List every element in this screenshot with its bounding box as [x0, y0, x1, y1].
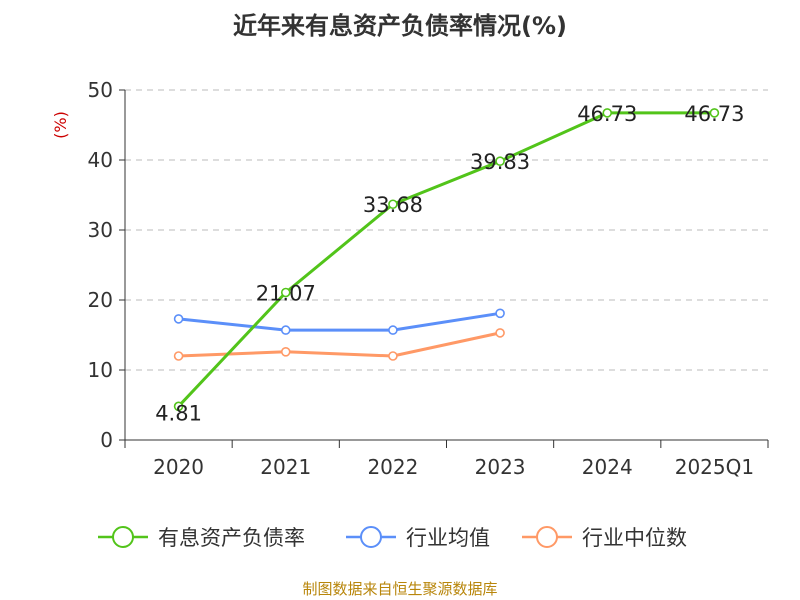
y-tick-label: 30 — [88, 218, 113, 242]
data-label: 46.73 — [577, 102, 637, 126]
data-point[interactable] — [495, 156, 505, 166]
data-point[interactable] — [388, 351, 398, 361]
data-point[interactable] — [602, 108, 613, 118]
x-tick-label: 2020 — [153, 455, 204, 479]
x-tick-label: 2024 — [582, 455, 633, 479]
series-line — [178, 311, 501, 332]
source-note: 制图数据来自恒生聚源数据库 — [302, 580, 497, 598]
x-tick-label: 2022 — [367, 455, 418, 479]
x-tick-label: 2021 — [260, 455, 311, 479]
data-labels: 4.81 21.07 33.68 39.83 46.73 46.73 — [155, 102, 744, 425]
series-1 — [173, 108, 720, 412]
gridlines — [125, 89, 768, 371]
data-point[interactable] — [280, 287, 291, 298]
legend-swatch-marker — [536, 526, 558, 548]
data-point[interactable] — [495, 328, 505, 338]
y-tick-label: 10 — [88, 358, 113, 382]
series-2 — [173, 308, 505, 335]
data-label: 39.83 — [470, 150, 530, 174]
data-label: 21.07 — [256, 282, 316, 306]
data-point[interactable] — [280, 346, 291, 357]
legend: 有息资产负债率 行业均值 行业中位数 — [98, 526, 687, 550]
data-label: 4.81 — [155, 401, 202, 425]
y-tick-label: 50 — [88, 78, 113, 102]
y-axis-unit: (%) — [51, 111, 70, 139]
series-line — [178, 331, 501, 358]
data-point[interactable] — [280, 325, 291, 335]
y-tick-label: 20 — [88, 288, 113, 312]
data-point[interactable] — [709, 108, 720, 118]
data-point[interactable] — [388, 199, 398, 210]
data-label: 46.73 — [684, 102, 744, 126]
legend-item[interactable]: 行业均值 — [346, 526, 490, 550]
legend-swatch-marker — [360, 526, 382, 548]
series-3 — [173, 328, 505, 361]
data-point[interactable] — [173, 351, 184, 361]
legend-item[interactable]: 有息资产负债率 — [98, 526, 305, 550]
legend-label: 行业中位数 — [582, 526, 687, 550]
y-tick-label: 0 — [100, 428, 113, 452]
data-label: 33.68 — [363, 193, 423, 217]
data-point[interactable] — [173, 314, 184, 324]
x-tick-label: 2025Q1 — [675, 455, 754, 479]
legend-label: 有息资产负债率 — [158, 526, 305, 550]
chart-title: 近年来有息资产负债率情况(%) — [233, 12, 567, 40]
data-point[interactable] — [388, 325, 398, 335]
legend-item[interactable]: 行业中位数 — [522, 526, 687, 550]
series-layer — [173, 108, 720, 412]
axes: 0 10 20 30 40 50 2020 2021 2022 2023 2024 2025Q1 — [88, 78, 769, 479]
data-point[interactable] — [495, 308, 505, 319]
series-line — [177, 111, 715, 408]
data-point[interactable] — [173, 401, 184, 412]
y-tick-label: 40 — [88, 148, 113, 172]
x-tick-label: 2023 — [475, 455, 526, 479]
legend-swatch-marker — [112, 526, 134, 548]
legend-label: 行业均值 — [406, 526, 490, 550]
